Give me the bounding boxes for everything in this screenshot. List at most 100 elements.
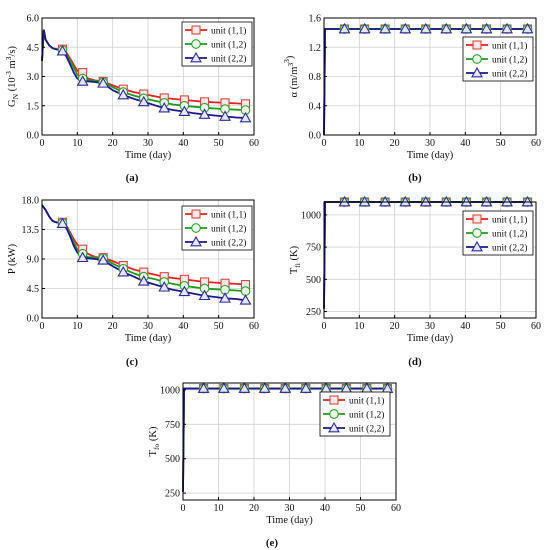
data-point-22 (239, 294, 252, 305)
x-tick-label: 40 (460, 138, 470, 149)
data-point-22 (238, 382, 251, 393)
y-tick-label: 6.0 (27, 14, 40, 25)
data-point-22 (217, 382, 230, 393)
x-tick-label: 30 (285, 503, 295, 514)
legend-label: unit (2,2) (492, 69, 527, 80)
data-point-22 (460, 195, 473, 207)
x-axis-label: Time (day) (407, 150, 454, 161)
data-point-22 (137, 275, 150, 286)
legend: unit (1,1) unit (1,2) unit (2,2) (462, 36, 534, 82)
x-tick-label: 10 (354, 138, 364, 149)
data-point-22 (219, 292, 231, 303)
x-tick-label: 10 (354, 321, 364, 332)
data-point-22 (158, 281, 171, 292)
x-tick-label: 20 (390, 138, 400, 149)
x-tick-label: 50 (214, 138, 224, 149)
x-tick-label: 10 (214, 503, 224, 514)
data-point-22 (501, 22, 513, 34)
y-tick-label: 0.0 (309, 131, 322, 142)
x-axis-label: Time (day) (266, 515, 313, 526)
x-tick-label: 0 (322, 321, 327, 332)
data-point-22 (117, 265, 130, 277)
x-tick-label: 60 (249, 138, 259, 149)
x-tick-label: 40 (320, 503, 330, 514)
legend: unit (1,1) unit (1,2) unit (2,2) (462, 210, 534, 256)
x-tick-label: 40 (178, 321, 188, 332)
data-point-22 (97, 254, 110, 265)
legend-marker (191, 209, 201, 219)
data-point-22 (178, 285, 191, 297)
data-point-22 (521, 22, 534, 34)
panel-caption: (b) (408, 172, 422, 184)
data-point-22 (501, 195, 513, 207)
x-tick-label: 60 (531, 321, 541, 332)
data-point-22 (158, 101, 171, 113)
x-tick-label: 60 (531, 138, 541, 149)
y-tick-label: 250 (165, 489, 180, 500)
x-tick-label: 50 (496, 138, 506, 149)
legend-marker (329, 395, 339, 405)
legend-marker (190, 51, 202, 63)
data-point-22 (56, 45, 69, 56)
legend-marker (472, 228, 482, 238)
legend-label: unit (1,1) (492, 215, 527, 226)
panel-caption: (e) (266, 537, 279, 549)
x-tick-label: 0 (181, 503, 186, 514)
x-tick-label: 60 (391, 503, 401, 514)
data-point-22 (198, 289, 211, 301)
x-tick-label: 50 (356, 503, 366, 514)
data-point-22 (299, 382, 312, 393)
data-point-22 (419, 22, 432, 34)
x-axis-label: Time (day) (407, 333, 454, 344)
panel-caption: (c) (126, 356, 139, 368)
data-point-22 (399, 22, 412, 34)
y-tick-label: 0.4 (309, 101, 322, 112)
panel-d: 0 10 20 30 40 50 60 250 500 750 1000 Time (day) Tfi … (289, 195, 541, 368)
legend-marker (190, 235, 202, 247)
legend-marker (191, 25, 201, 35)
data-point-22 (178, 105, 191, 116)
x-tick-label: 0 (40, 321, 45, 332)
data-point-22 (219, 110, 231, 121)
x-tick-label: 20 (108, 321, 118, 332)
legend-label: unit (1,2) (349, 410, 384, 421)
legend-marker (471, 240, 483, 252)
legend-label: unit (2,2) (349, 424, 384, 435)
x-tick-label: 10 (72, 138, 82, 149)
legend-label: unit (1,2) (211, 224, 246, 235)
y-tick-label: 0.0 (27, 314, 40, 325)
y-tick-label: 0.8 (309, 72, 322, 83)
y-tick-label: 0.0 (27, 131, 40, 142)
y-tick-label: 750 (306, 243, 321, 254)
legend-marker (191, 223, 201, 233)
data-point-22 (56, 217, 69, 228)
x-tick-label: 0 (40, 138, 45, 149)
y-tick-label: 9.0 (27, 255, 40, 266)
legend-marker (472, 54, 482, 64)
data-point-22 (76, 251, 89, 263)
y-tick-label: 1.6 (309, 14, 322, 25)
x-tick-label: 20 (390, 321, 400, 332)
panel-a: 0 10 20 30 40 50 60 0.0 1.5 3.0 4.5 6.0 Time (day) GN… (4, 14, 259, 185)
y-tick-label: 500 (165, 454, 180, 465)
legend: unit (1,1) unit (1,2) unit (2,2) (181, 21, 253, 67)
data-point-22 (239, 111, 252, 123)
data-point-22 (399, 195, 412, 207)
data-point-22 (198, 108, 211, 119)
y-tick-label: 250 (306, 307, 321, 318)
data-point-22 (338, 22, 351, 34)
legend-marker (328, 421, 340, 433)
x-tick-label: 30 (425, 321, 435, 332)
legend-marker (472, 40, 482, 50)
legend-label: unit (1,1) (349, 396, 384, 407)
y-axis-label: GN (10-3 m3/s) (4, 46, 20, 107)
legend-label: unit (1,1) (492, 41, 527, 52)
legend-label: unit (2,2) (211, 54, 246, 65)
legend-label: unit (1,2) (492, 55, 527, 66)
panel-e: 0 10 20 30 40 50 60 250 500 750 1000 Time (day) Tfo … (148, 382, 401, 549)
data-point-22 (197, 382, 210, 393)
data-point-22 (117, 88, 130, 100)
legend: unit (1,1) unit (1,2) unit (2,2) (319, 391, 391, 437)
data-point-22 (440, 22, 453, 34)
data-point-22 (358, 195, 371, 207)
